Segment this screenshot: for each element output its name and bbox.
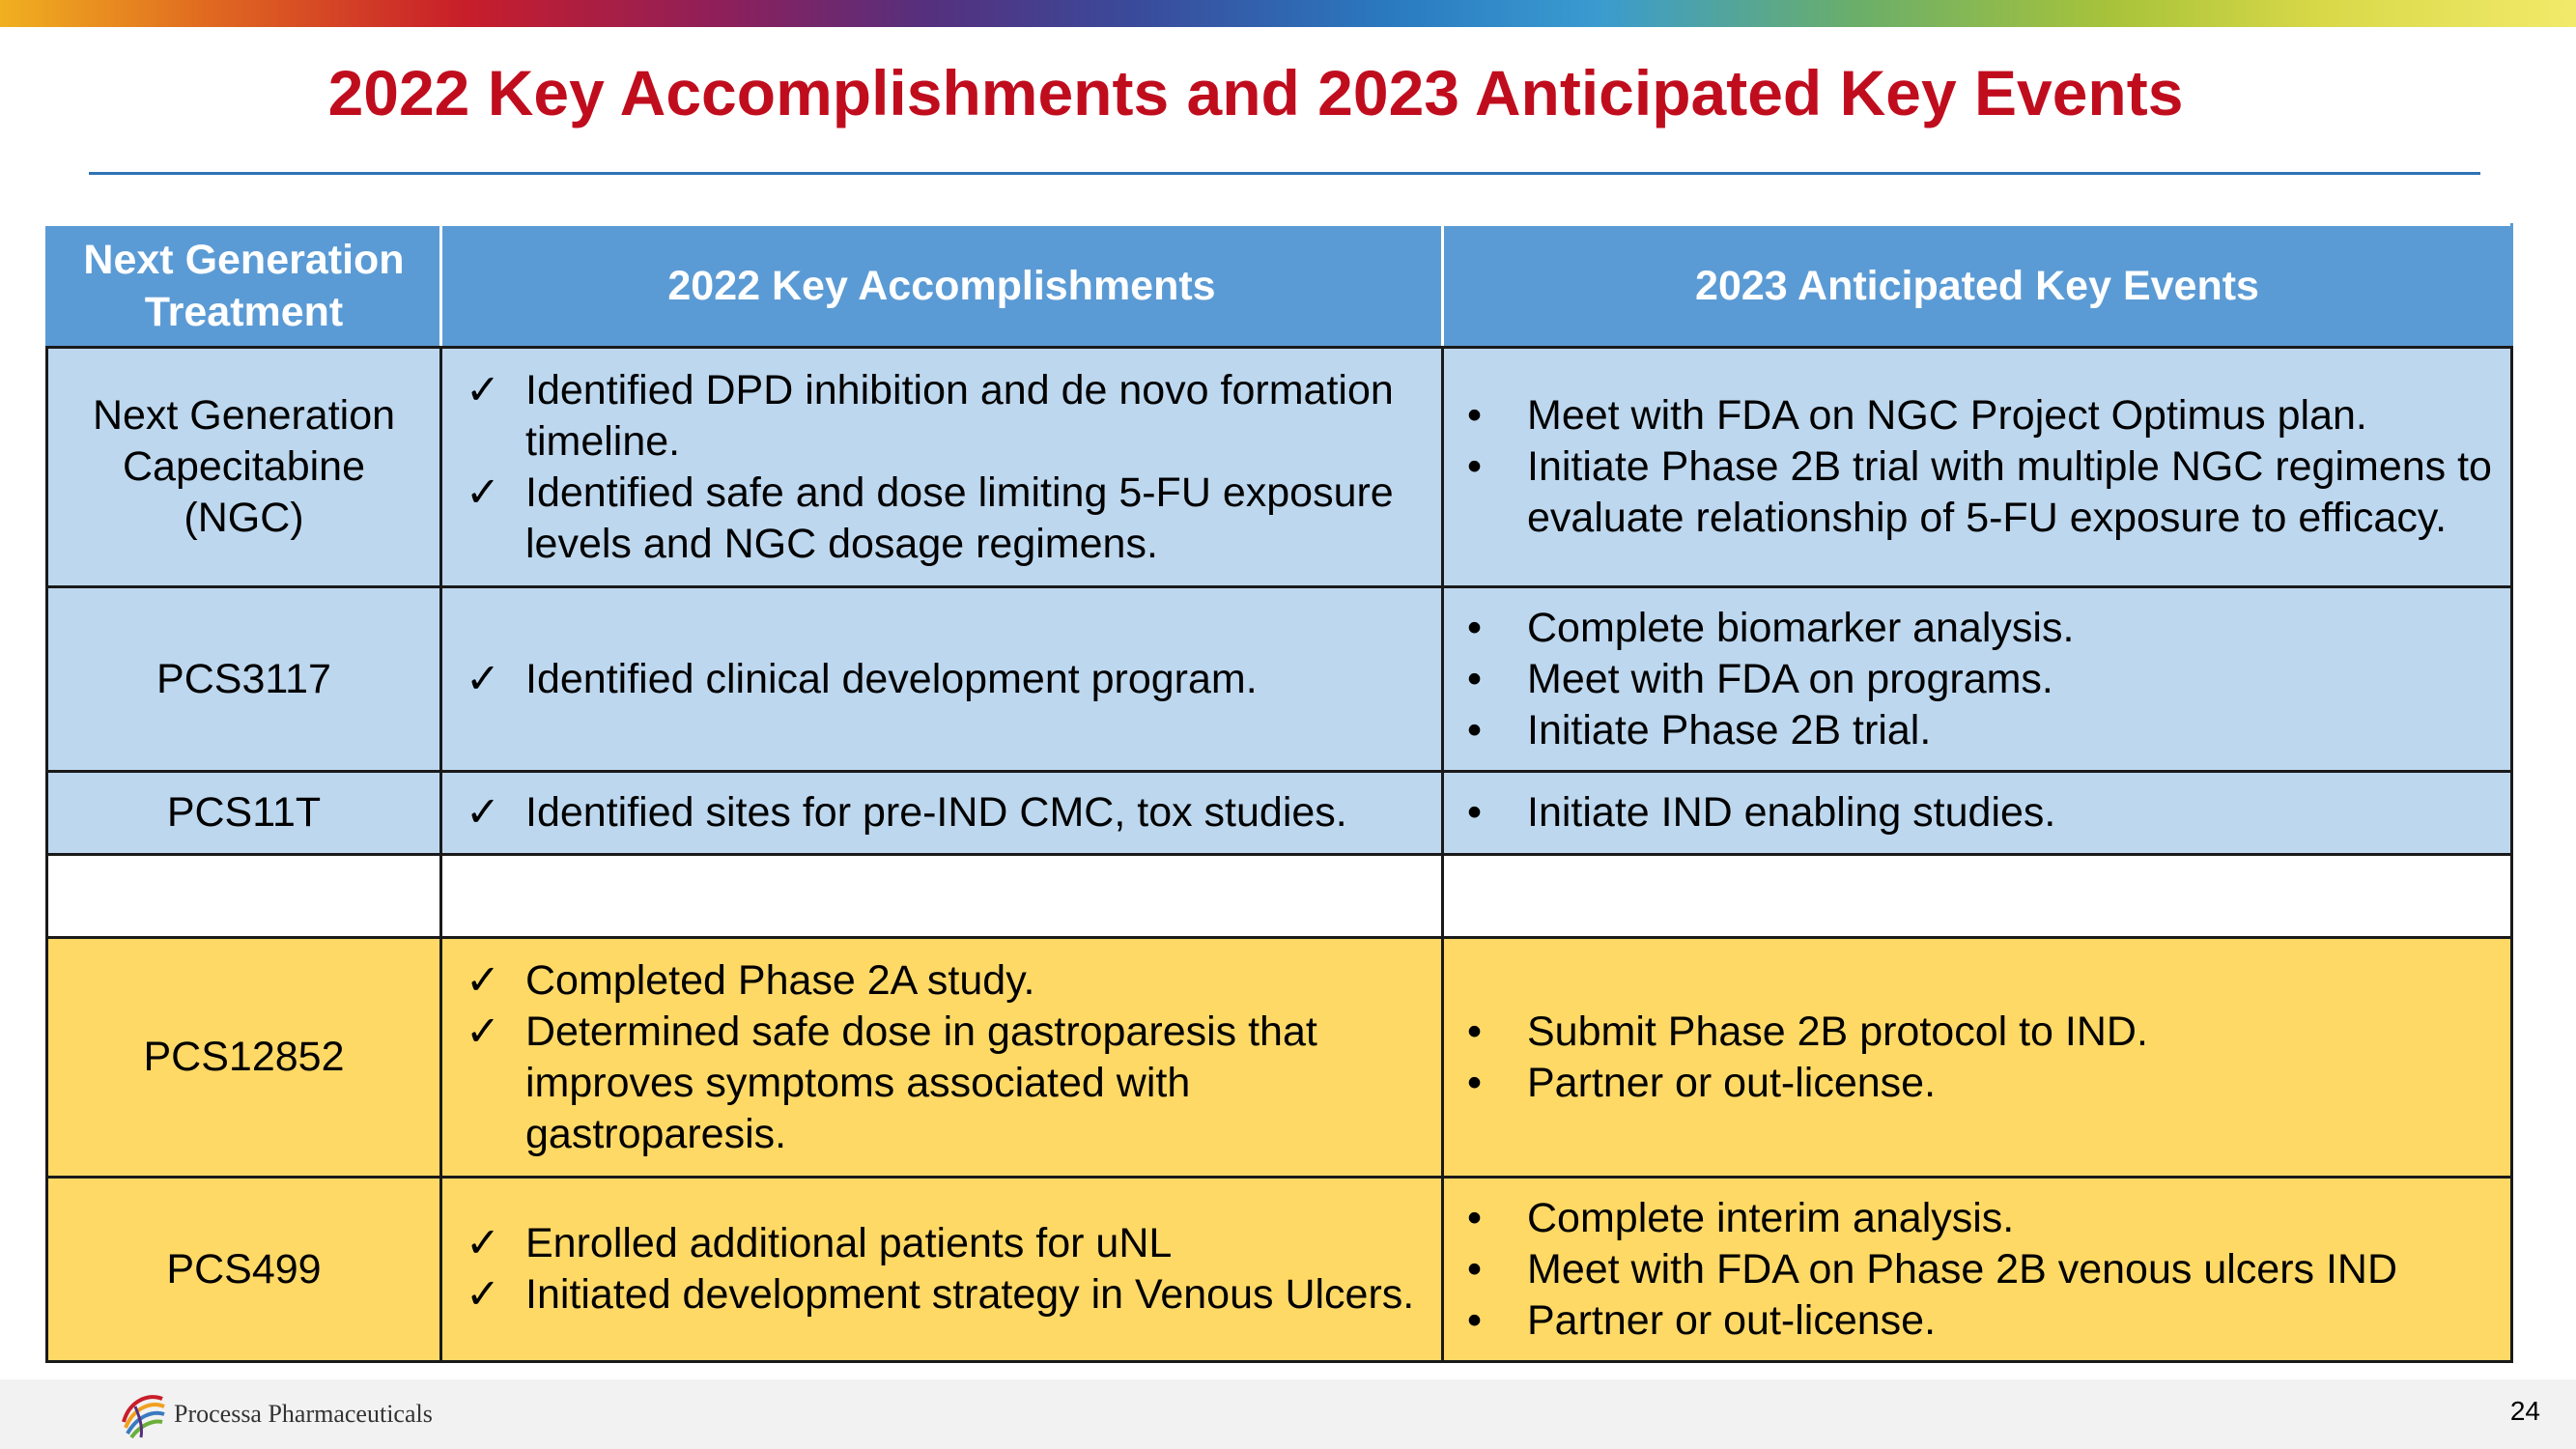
top-gradient-bar (0, 0, 2576, 27)
accomplishment-item: ✓ Identified clinical development program… (460, 654, 1424, 705)
empty-cell (439, 853, 1444, 939)
table-row-pcs11t: PCS11T ✓ Identified sites for pre-IND CMC… (45, 770, 2513, 856)
event-item: • Meet with FDA on NGC Project Optimus pl… (1461, 390, 2493, 441)
treatment-name: PCS11T (45, 770, 442, 856)
table-row-empty (45, 853, 2513, 939)
bullet-icon: • (1467, 1059, 1483, 1106)
accomplishment-item: ✓ Identified sites for pre-IND CMC, tox s… (460, 787, 1424, 838)
accomplishments-cell: ✓ Identified sites for pre-IND CMC, tox s… (439, 770, 1444, 856)
accomplishment-item: ✓ Initiated development strategy in Venou… (460, 1269, 1424, 1321)
header-events: 2023 Anticipated Key Events (1441, 223, 2513, 349)
accomplishment-item: ✓ Identified safe and dose limiting 5-FU … (466, 469, 1394, 567)
accomplishments-cell: ✓ Enrolled additional patients for uNL ✓ I… (439, 1176, 1444, 1363)
events-cell: • Initiate IND enabling studies. (1441, 770, 2513, 856)
table-row-pcs499: PCS499 ✓ Enrolled additional patients for… (45, 1176, 2513, 1363)
events-cell: • Meet with FDA on NGC Project Optimus pl… (1441, 346, 2513, 588)
events-cell: • Complete biomarker analysis. • Meet with… (1441, 585, 2513, 773)
accomplishments-cell: ✓ Identified DPD inhibition and de novo f… (439, 346, 1444, 588)
checkmark-icon: ✓ (466, 789, 501, 836)
event-item: • Initiate Phase 2B trial with multiple N… (1467, 443, 2492, 541)
treatment-name: PCS499 (45, 1176, 442, 1363)
header-accomplishments: 2022 Key Accomplishments (439, 223, 1444, 349)
accomplishment-item: ✓ Completed Phase 2A study. (460, 955, 1424, 1007)
event-item: • Partner or out-license. (1461, 1058, 2493, 1109)
checkmark-icon: ✓ (466, 956, 501, 1004)
header-treatment: Next Generation Treatment (45, 223, 442, 349)
event-item: • Initiate Phase 2B trial. (1461, 705, 2493, 756)
footer-bar (0, 1379, 2576, 1449)
accomplishment-item: ✓ Enrolled additional patients for uNL (460, 1218, 1424, 1269)
bullet-icon: • (1467, 443, 1483, 490)
events-cell: • Complete interim analysis. • Meet with F… (1441, 1176, 2513, 1363)
slide-title: 2022 Key Accomplishments and 2023 Antici… (327, 57, 2184, 128)
accomplishments-cell: ✓ Identified clinical development program… (439, 585, 1444, 773)
bullet-icon: • (1467, 1296, 1483, 1344)
table-row-pcs12852: PCS12852 ✓ Completed Phase 2A study. ✓ Det… (45, 936, 2513, 1179)
event-item: • Partner or out-license. (1461, 1295, 2493, 1347)
processa-swirl-logo-icon (122, 1395, 165, 1439)
bullet-icon: • (1467, 604, 1483, 651)
event-item: • Submit Phase 2B protocol to IND. (1461, 1007, 2493, 1058)
empty-cell (1441, 853, 2513, 939)
empty-cell (45, 853, 442, 939)
bullet-icon: • (1467, 706, 1483, 753)
accomplishment-item: ✓ Determined safe dose in gastroparesis t… (466, 1008, 1317, 1157)
checkmark-icon: ✓ (466, 1220, 501, 1266)
checkmark-icon: ✓ (466, 1271, 501, 1318)
bullet-icon: • (1467, 1245, 1483, 1293)
table-row-pcs3117: PCS3117 ✓ Identified clinical development… (45, 585, 2513, 773)
bullet-icon: • (1467, 1008, 1483, 1055)
page-number: 24 (2509, 1396, 2540, 1426)
event-item: • Meet with FDA on Phase 2B venous ulcers… (1461, 1244, 2493, 1295)
accomplishment-item: ✓ Identified DPD inhibition and de novo f… (466, 366, 1394, 465)
event-item: • Initiate IND enabling studies. (1461, 787, 2493, 838)
bullet-icon: • (1467, 392, 1483, 439)
events-cell: • Submit Phase 2B protocol to IND. • Partn… (1441, 936, 2513, 1179)
checkmark-icon: ✓ (466, 469, 501, 516)
treatment-name: PCS3117 (45, 585, 442, 773)
checkmark-icon: ✓ (466, 366, 501, 413)
checkmark-icon: ✓ (466, 655, 501, 702)
bullet-icon: • (1467, 1194, 1483, 1241)
treatment-name: Next Generation Capecitabine (NGC) (45, 346, 442, 588)
bullet-icon: • (1467, 789, 1483, 836)
event-item: • Complete interim analysis. (1461, 1193, 2493, 1244)
event-item: • Meet with FDA on programs. (1461, 654, 2493, 705)
events-table: Next Generation Treatment 2022 Key Accom… (45, 223, 2513, 1363)
title-divider (89, 172, 2480, 175)
table-header-row: Next Generation Treatment 2022 Key Accom… (45, 223, 2513, 349)
treatment-name: PCS12852 (45, 936, 442, 1179)
event-item: • Complete biomarker analysis. (1461, 603, 2493, 654)
checkmark-icon: ✓ (466, 1008, 501, 1055)
company-name: Processa Pharmaceuticals (174, 1400, 433, 1428)
accomplishments-cell: ✓ Completed Phase 2A study. ✓ Determined s… (439, 936, 1444, 1179)
table-row-ngc: Next Generation Capecitabine (NGC) ✓ Iden… (45, 346, 2513, 588)
bullet-icon: • (1467, 655, 1483, 702)
